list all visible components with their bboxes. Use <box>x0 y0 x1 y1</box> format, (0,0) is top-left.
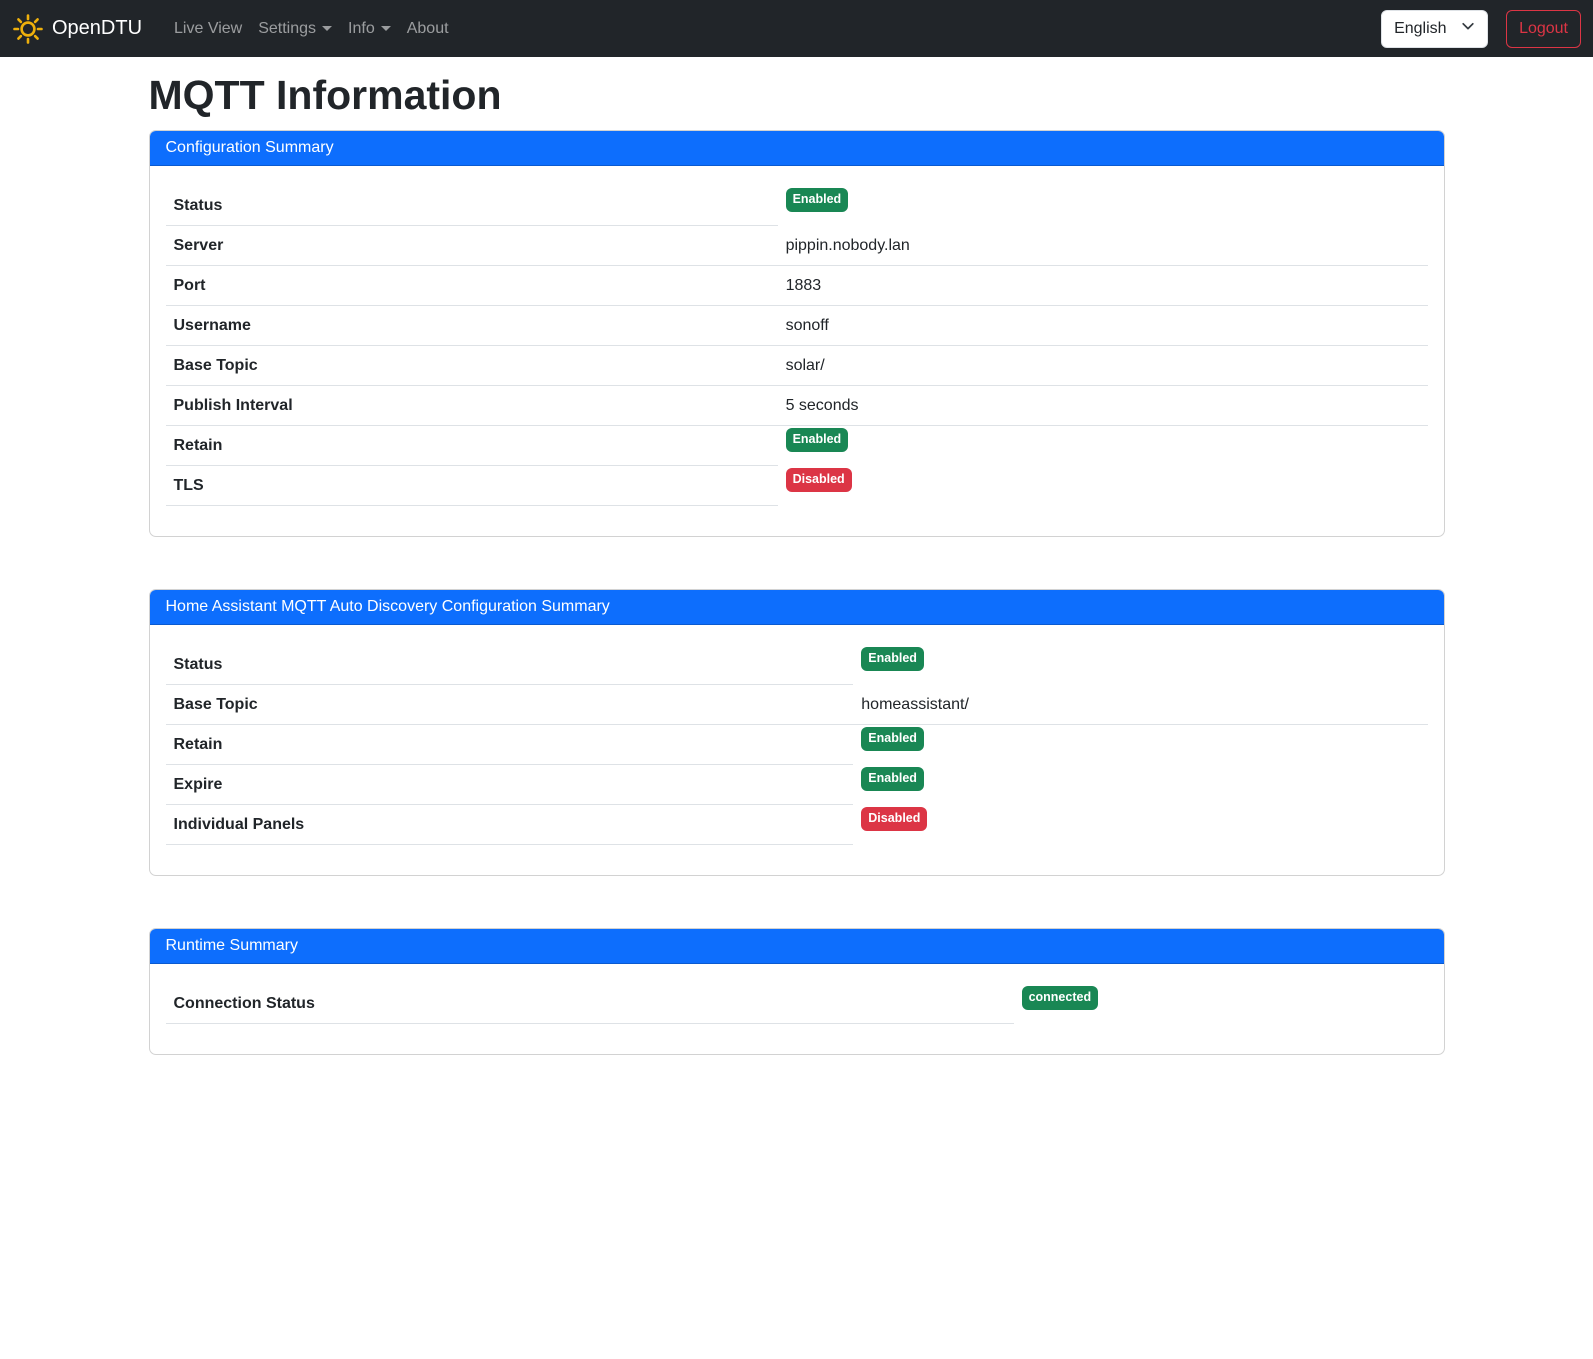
status-badge: Enabled <box>785 188 849 212</box>
main-content: MQTT Information Configuration Summary S… <box>148 71 1445 1355</box>
table-row: Retain Enabled <box>165 426 1428 467</box>
card-body: Connection Status connected <box>150 964 1444 1054</box>
row-label: TLS <box>165 466 778 507</box>
row-label: Expire <box>165 765 854 806</box>
table-row: Individual Panels Disabled <box>165 805 1428 846</box>
nav-item-label: Info <box>348 19 375 37</box>
card-body: Status Enabled Server pippin.nobody.lan … <box>150 166 1444 536</box>
table-row: Expire Enabled <box>165 765 1428 806</box>
row-label: Connection Status <box>165 984 1014 1025</box>
summary-card: Home Assistant MQTT Auto Discovery Confi… <box>148 589 1445 877</box>
summary-card: Runtime Summary Connection Status connec… <box>148 928 1445 1056</box>
nav-item-live-view[interactable]: Live View <box>166 12 250 46</box>
table-row: Connection Status connected <box>165 984 1428 1025</box>
row-label: Server <box>165 226 778 267</box>
status-badge: Enabled <box>785 428 849 452</box>
table-row: Status Enabled <box>165 645 1428 686</box>
card-header: Home Assistant MQTT Auto Discovery Confi… <box>149 590 1444 626</box>
language-select-value: English <box>1394 19 1447 37</box>
row-label: Username <box>165 306 778 347</box>
table-row: Retain Enabled <box>165 725 1428 766</box>
cards-container: Configuration Summary Status Enabled Ser… <box>148 130 1445 1056</box>
status-badge: Enabled <box>861 767 924 791</box>
sun-icon <box>12 13 44 45</box>
row-value: 1883 <box>777 266 1428 307</box>
summary-card: Configuration Summary Status Enabled Ser… <box>148 130 1445 538</box>
nav-item-label: About <box>406 19 449 37</box>
row-label: Base Topic <box>165 685 854 726</box>
row-label: Status <box>165 645 854 686</box>
nav-item-about[interactable]: About <box>399 12 457 46</box>
row-value: Disabled <box>853 805 1427 845</box>
nav-item-settings[interactable]: Settings <box>250 12 340 46</box>
table-row: Base Topic homeassistant/ <box>165 685 1428 726</box>
chevron-down-icon <box>1461 19 1475 38</box>
row-value: Enabled <box>778 426 1428 466</box>
card-header: Configuration Summary <box>149 131 1444 167</box>
row-value: solar/ <box>777 346 1428 387</box>
row-label: Base Topic <box>165 346 778 387</box>
row-value: pippin.nobody.lan <box>777 226 1428 267</box>
caret-down-icon <box>322 25 333 31</box>
logout-button[interactable]: Logout <box>1506 9 1581 48</box>
nav-item-label: Live View <box>174 19 243 37</box>
row-value: 5 seconds <box>777 386 1428 427</box>
row-value: homeassistant/ <box>853 685 1428 726</box>
row-label: Retain <box>165 725 854 766</box>
page-title: MQTT Information <box>148 72 502 118</box>
table-row: Port 1883 <box>165 266 1428 307</box>
row-value: Enabled <box>778 186 1428 226</box>
row-label: Port <box>165 266 778 307</box>
table-row: Username sonoff <box>165 306 1428 347</box>
caret-down-icon <box>380 25 391 31</box>
row-value: Enabled <box>853 645 1427 685</box>
row-value: Enabled <box>853 725 1427 765</box>
row-label: Individual Panels <box>165 805 854 846</box>
status-badge: connected <box>1021 986 1099 1010</box>
row-value: Disabled <box>778 466 1428 506</box>
brand-label: OpenDTU <box>52 17 143 39</box>
navbar: OpenDTU Live View Settings Info About En… <box>0 0 1593 57</box>
nav-item-label: Settings <box>258 19 317 37</box>
row-label: Status <box>165 186 778 227</box>
card-header: Runtime Summary <box>149 929 1444 965</box>
table-row: Publish Interval 5 seconds <box>165 386 1428 427</box>
card-body: Status Enabled Base Topic homeassistant/… <box>150 625 1444 875</box>
status-badge: Enabled <box>861 647 924 671</box>
table-row: Base Topic solar/ <box>165 346 1428 387</box>
row-label: Publish Interval <box>165 386 778 427</box>
row-value: connected <box>1014 984 1428 1024</box>
row-value: sonoff <box>777 306 1428 347</box>
row-label: Retain <box>165 426 778 467</box>
table-row: TLS Disabled <box>165 466 1428 507</box>
row-value: Enabled <box>853 765 1427 805</box>
table-row: Status Enabled <box>165 186 1428 227</box>
language-select[interactable]: English <box>1381 9 1489 48</box>
brand-link[interactable]: OpenDTU <box>12 13 142 45</box>
table-row: Server pippin.nobody.lan <box>165 226 1428 267</box>
status-badge: Disabled <box>861 807 928 831</box>
status-badge: Disabled <box>785 468 852 492</box>
main-nav: Live View Settings Info About <box>166 12 457 46</box>
status-badge: Enabled <box>861 727 924 751</box>
nav-item-info[interactable]: Info <box>340 12 399 46</box>
